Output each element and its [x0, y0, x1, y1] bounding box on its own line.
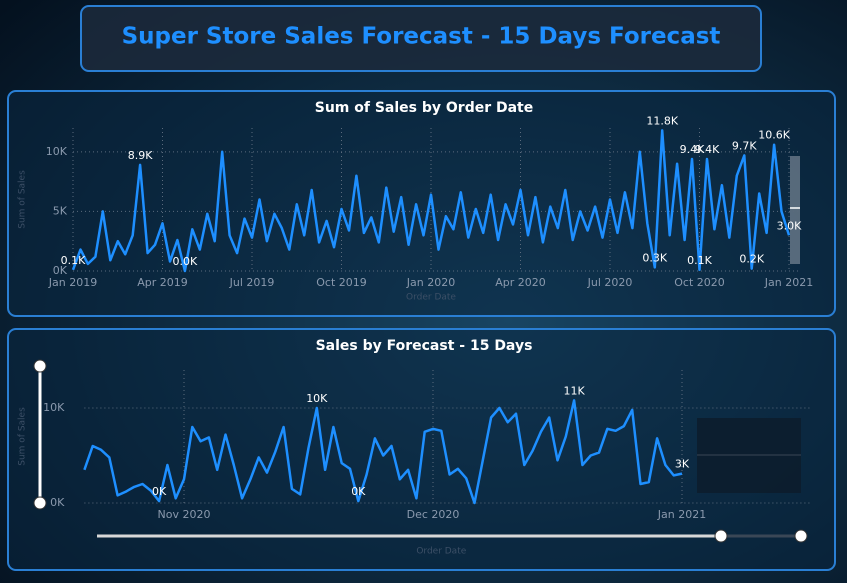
- value-label: 0.3K: [642, 251, 667, 264]
- y-tick-label: 10K: [43, 401, 65, 414]
- value-label: 11.8K: [646, 114, 678, 127]
- x-tick-label: Jul 2019: [229, 276, 275, 289]
- line: [71, 129, 791, 273]
- header-box: [80, 5, 762, 72]
- y-slider-handle[interactable]: [33, 359, 47, 373]
- x-tick-label: Dec 2020: [407, 508, 460, 521]
- value-label: 10.6K: [758, 129, 790, 142]
- value-label: 0.0K: [173, 255, 198, 268]
- line: [83, 399, 683, 505]
- x-tick-label: Jan 2019: [48, 276, 97, 289]
- value-label: 0.1K: [687, 254, 712, 267]
- x-tick-label: Jan 2021: [657, 508, 706, 521]
- axis-title: Sum of Sales: [18, 170, 28, 229]
- value-label: 8.9K: [128, 149, 153, 162]
- axis-title: Order Date: [406, 293, 456, 303]
- value-label: 3.0K: [777, 219, 802, 232]
- panel: [7, 90, 836, 317]
- y-tick-label: 0K: [53, 264, 68, 277]
- x-tick-label: Oct 2019: [316, 276, 367, 289]
- chart-title: Sales by Forecast - 15 Days: [316, 338, 533, 354]
- value-label: 0K: [152, 485, 167, 498]
- x-slider-handle[interactable]: [794, 529, 808, 543]
- y-tick-label: 0K: [50, 496, 65, 509]
- x-tick-label: Jul 2020: [587, 276, 633, 289]
- axis-title: Sum of Sales: [18, 407, 28, 466]
- x-tick-label: Oct 2020: [674, 276, 725, 289]
- value-label: 9.7K: [732, 139, 757, 152]
- y-tick-label: 10K: [46, 145, 68, 158]
- x-tick-label: Jan 2021: [764, 276, 813, 289]
- x-slider-handle[interactable]: [714, 529, 728, 543]
- forecast-band: [790, 156, 800, 264]
- x-tick-label: Apr 2019: [137, 276, 188, 289]
- value-label: 9.4K: [680, 143, 705, 156]
- value-label: 0.1K: [61, 254, 86, 267]
- value-label: 9.4K: [695, 143, 720, 156]
- value-label: 0.2K: [739, 253, 764, 266]
- chart-title: Sum of Sales by Order Date: [315, 100, 534, 116]
- page-title: Super Store Sales Forecast - 15 Days For…: [122, 24, 721, 50]
- x-tick-label: Apr 2020: [495, 276, 546, 289]
- value-label: 0K: [351, 485, 366, 498]
- axis-title: Order Date: [416, 547, 466, 557]
- y-slider-handle[interactable]: [33, 496, 47, 510]
- x-tick-label: Jan 2020: [406, 276, 455, 289]
- y-tick-label: 5K: [53, 204, 68, 217]
- value-label: 3K: [675, 458, 690, 471]
- x-tick-label: Nov 2020: [158, 508, 211, 521]
- value-label: 10K: [306, 392, 328, 405]
- value-label: 11K: [563, 384, 585, 397]
